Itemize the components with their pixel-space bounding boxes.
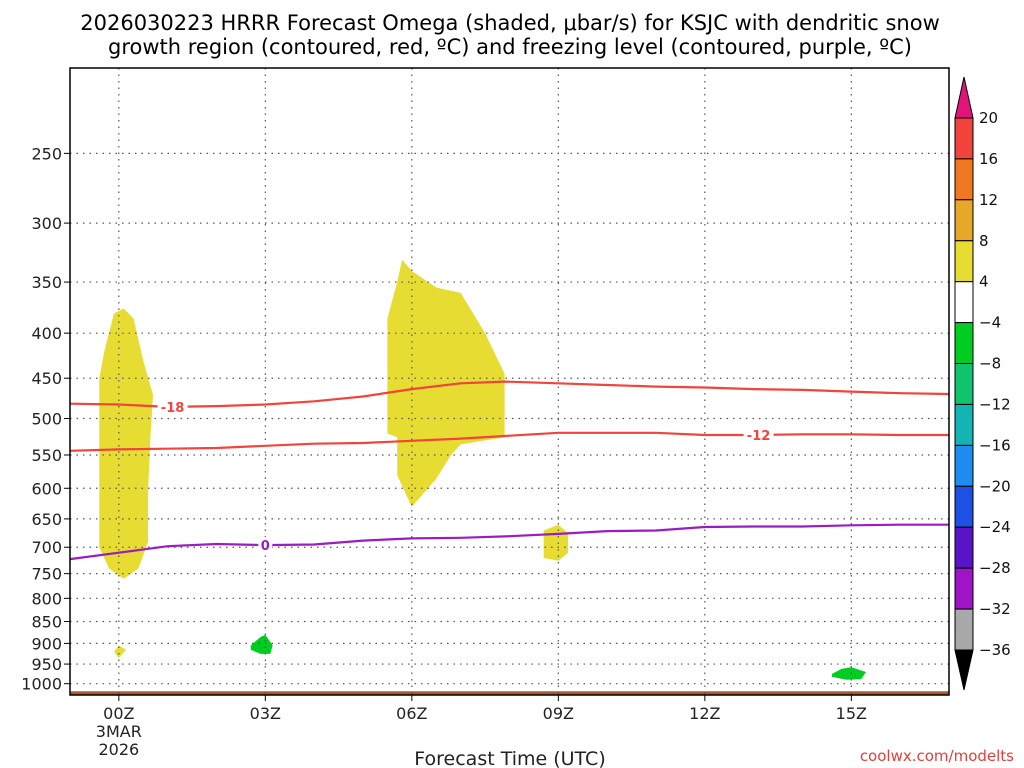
y-tick-label-1000: 1000 <box>21 675 62 694</box>
x-tick-label-06Z: 06Z <box>396 704 427 723</box>
chart-title-line-1: 2026030223 HRRR Forecast Omega (shaded, … <box>80 11 940 35</box>
colorbar-segment-4-8 <box>954 240 974 283</box>
isotherm-minus-12-label-bg <box>743 427 774 443</box>
colorbar-label--16: −16 <box>979 436 1011 454</box>
y-tick-label-800: 800 <box>31 589 62 608</box>
y-tick-label-400: 400 <box>31 324 62 343</box>
isotherm-0-freezing-level-label: 0 <box>261 539 270 554</box>
colorbar-label--20: −20 <box>979 477 1011 495</box>
colorbar-segment-20-above <box>954 76 974 119</box>
plot-frame <box>69 67 950 696</box>
positive-omega-low-00z <box>114 645 127 658</box>
y-tick-label-450: 450 <box>31 369 62 388</box>
x-tick-label-03Z: 03Z <box>250 704 281 723</box>
colorbar-segment--20--16 <box>954 444 974 487</box>
isotherm-minus-18-label: -18 <box>161 401 185 416</box>
colorbar: 20 16 12 8 4 −4 −8 −12 −16 −20 −24 −28 −32 −36 <box>954 76 1011 691</box>
y-tick-label-750: 750 <box>31 565 62 584</box>
colorbar-label--4: −4 <box>979 314 1001 332</box>
y-tick-label-600: 600 <box>31 479 62 498</box>
x-tick-label-00Z: 00Z <box>103 704 134 723</box>
colorbar-label-12: 12 <box>979 191 998 209</box>
y-tick-label-700: 700 <box>31 538 62 557</box>
x-tick-label-12Z: 12Z <box>689 704 720 723</box>
colorbar-label-4: 4 <box>979 273 989 291</box>
negative-omega-15z <box>831 667 866 680</box>
positive-omega-09z <box>543 524 569 561</box>
colorbar-segment--24--20 <box>954 485 974 528</box>
x-tick-label-09Z: 09Z <box>543 704 574 723</box>
isotherm-0-freezing-level <box>69 523 949 561</box>
isotherm-minus-12-label: -12 <box>747 429 771 444</box>
x-tick-label-15Z: 15Z <box>836 704 867 723</box>
chart-title-line-2: growth region (contoured, red, ºC) and f… <box>108 35 912 59</box>
colorbar-label--36: −36 <box>979 641 1011 659</box>
y-tick-label-900: 900 <box>31 634 62 653</box>
colorbar-segment-below--36 <box>954 649 974 691</box>
colorbar-segment--4-4 <box>954 281 974 324</box>
colorbar-segment-12-16 <box>954 158 974 201</box>
colorbar-segment-16-20 <box>954 117 974 160</box>
y-tick-label-950: 950 <box>31 655 62 674</box>
plot-area: 250 300 350 400 450 500 550 600 650 700 750 800 850 9… <box>21 67 950 759</box>
y-tick-label-650: 650 <box>31 510 62 529</box>
y-tick-label-550: 550 <box>31 446 62 465</box>
y-tick-label-300: 300 <box>31 214 62 233</box>
colorbar-label--28: −28 <box>979 559 1011 577</box>
isotherm-0-freezing-level-label-bg <box>258 537 273 553</box>
isotherm-minus-18-label-bg <box>157 398 188 414</box>
colorbar-label-16: 16 <box>979 150 998 168</box>
y-tick-label-850: 850 <box>31 613 62 632</box>
colorbar-label--12: −12 <box>979 396 1011 414</box>
isotherm-minus-18 <box>69 380 950 408</box>
colorbar-segment--12--8 <box>954 363 974 405</box>
x-axis-label: Forecast Time (UTC) <box>414 748 605 768</box>
y-tick-label-350: 350 <box>31 273 62 292</box>
colorbar-segment--28--24 <box>954 526 974 569</box>
colorbar-segment--36--32 <box>954 608 974 651</box>
x-tick-sublabel-3MAR: 3MAR <box>96 722 142 741</box>
colorbar-label-20: 20 <box>979 109 998 127</box>
surface-terrain <box>70 691 949 695</box>
colorbar-segment--32--28 <box>954 567 974 610</box>
negative-omega-03z <box>250 634 273 654</box>
positive-omega-06z <box>387 259 505 507</box>
x-tick-sublabel-2026: 2026 <box>98 740 139 759</box>
colorbar-segment--8--4 <box>954 322 974 365</box>
colorbar-label--24: −24 <box>979 518 1011 536</box>
isotherm-minus-12 <box>69 431 949 452</box>
credit-text: coolwx.com/modelts <box>860 747 1014 765</box>
colorbar-label-8: 8 <box>979 232 989 250</box>
y-tick-label-500: 500 <box>31 410 62 429</box>
y-tick-label-250: 250 <box>31 144 62 163</box>
colorbar-segment-8-12 <box>954 199 974 242</box>
colorbar-segment--16--12 <box>954 404 974 446</box>
colorbar-label--8: −8 <box>979 355 1001 373</box>
positive-omega-00z <box>99 308 153 579</box>
colorbar-label--32: −32 <box>979 600 1011 618</box>
